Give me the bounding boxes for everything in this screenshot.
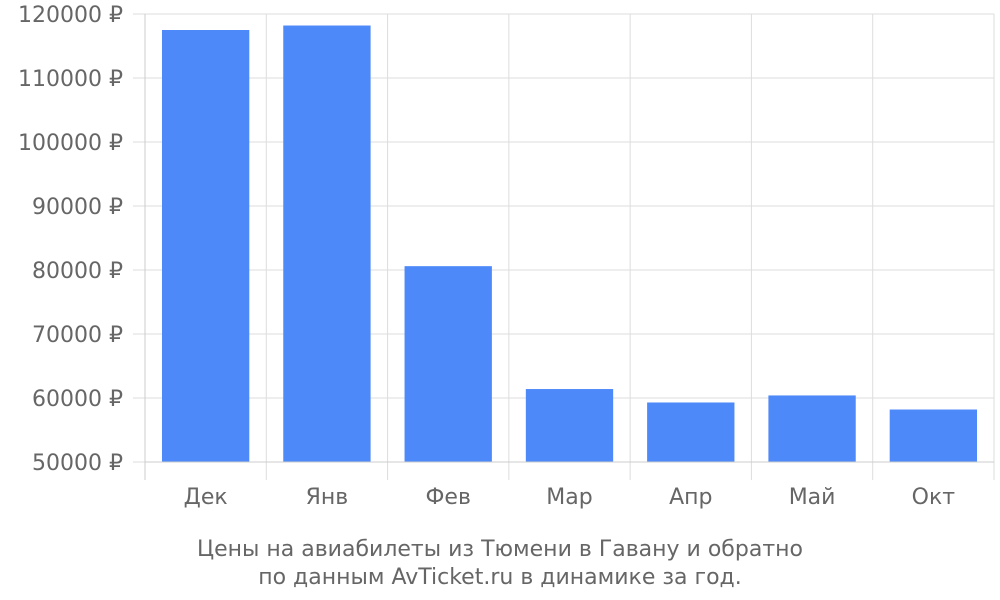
- bars: [161, 25, 978, 463]
- bar: [647, 402, 735, 462]
- bar: [525, 389, 614, 462]
- bar: [283, 25, 371, 463]
- axes: [144, 14, 994, 480]
- x-tick-label: Мар: [546, 485, 592, 510]
- x-tick-label: Янв: [306, 485, 349, 510]
- bar: [404, 266, 492, 462]
- x-tick-labels: Дек Янв Фев Мар Апр Май Окт: [184, 485, 956, 510]
- x-tick-label: Дек: [184, 485, 228, 510]
- bar: [889, 409, 978, 462]
- y-tick-label: 100000 ₽: [18, 131, 123, 156]
- chart-caption-line-2: по данным AvTicket.ru в динамике за год.: [258, 565, 742, 590]
- y-tick-label: 110000 ₽: [18, 67, 123, 92]
- gridlines: [133, 13, 995, 480]
- x-tick-label: Окт: [912, 485, 956, 510]
- x-tick-label: Фев: [425, 485, 470, 510]
- y-tick-label: 80000 ₽: [32, 259, 123, 284]
- y-tick-label: 60000 ₽: [32, 387, 123, 412]
- x-tick-label: Май: [789, 485, 836, 510]
- bar: [768, 395, 856, 462]
- y-tick-label: 90000 ₽: [32, 195, 123, 220]
- y-tick-label: 70000 ₽: [32, 323, 123, 348]
- x-tick-label: Апр: [669, 485, 712, 510]
- chart-caption-line-1: Цены на авиабилеты из Тюмени в Гавану и …: [197, 537, 803, 562]
- y-tick-label: 50000 ₽: [32, 451, 123, 476]
- y-tick-label: 120000 ₽: [18, 3, 123, 28]
- bar: [161, 30, 250, 462]
- y-tick-labels: 50000 ₽ 60000 ₽ 70000 ₽ 80000 ₽ 90000 ₽ 10000…: [18, 3, 123, 476]
